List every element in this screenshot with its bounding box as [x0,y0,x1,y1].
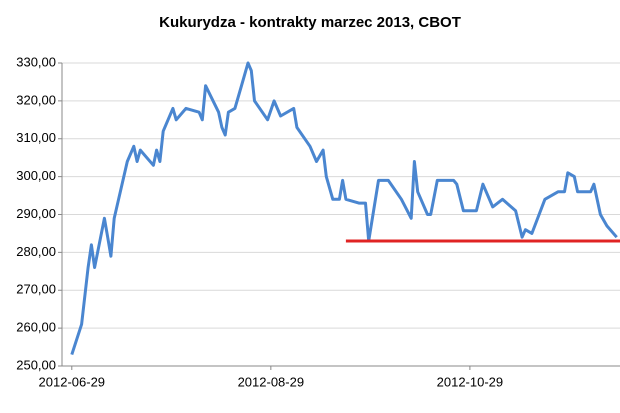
chart-title: Kukurydza - kontrakty marzec 2013, CBOT [159,14,461,31]
series-line [70,61,618,356]
y-tick-label: 270,00 [16,282,56,297]
y-tick-label: 290,00 [16,206,56,221]
y-tick-label: 260,00 [16,320,56,335]
x-tick-label: 2012-06-29 [39,374,106,389]
x-tick-label: 2012-08-29 [238,374,305,389]
y-tick-label: 280,00 [16,244,56,259]
x-tick-label: 2012-10-29 [437,374,504,389]
y-tick-label: 300,00 [16,168,56,183]
y-tick-label: 250,00 [16,357,56,372]
y-tick-label: 320,00 [16,92,56,107]
y-tick-label: 330,00 [16,54,56,69]
y-tick-label: 310,00 [16,130,56,145]
